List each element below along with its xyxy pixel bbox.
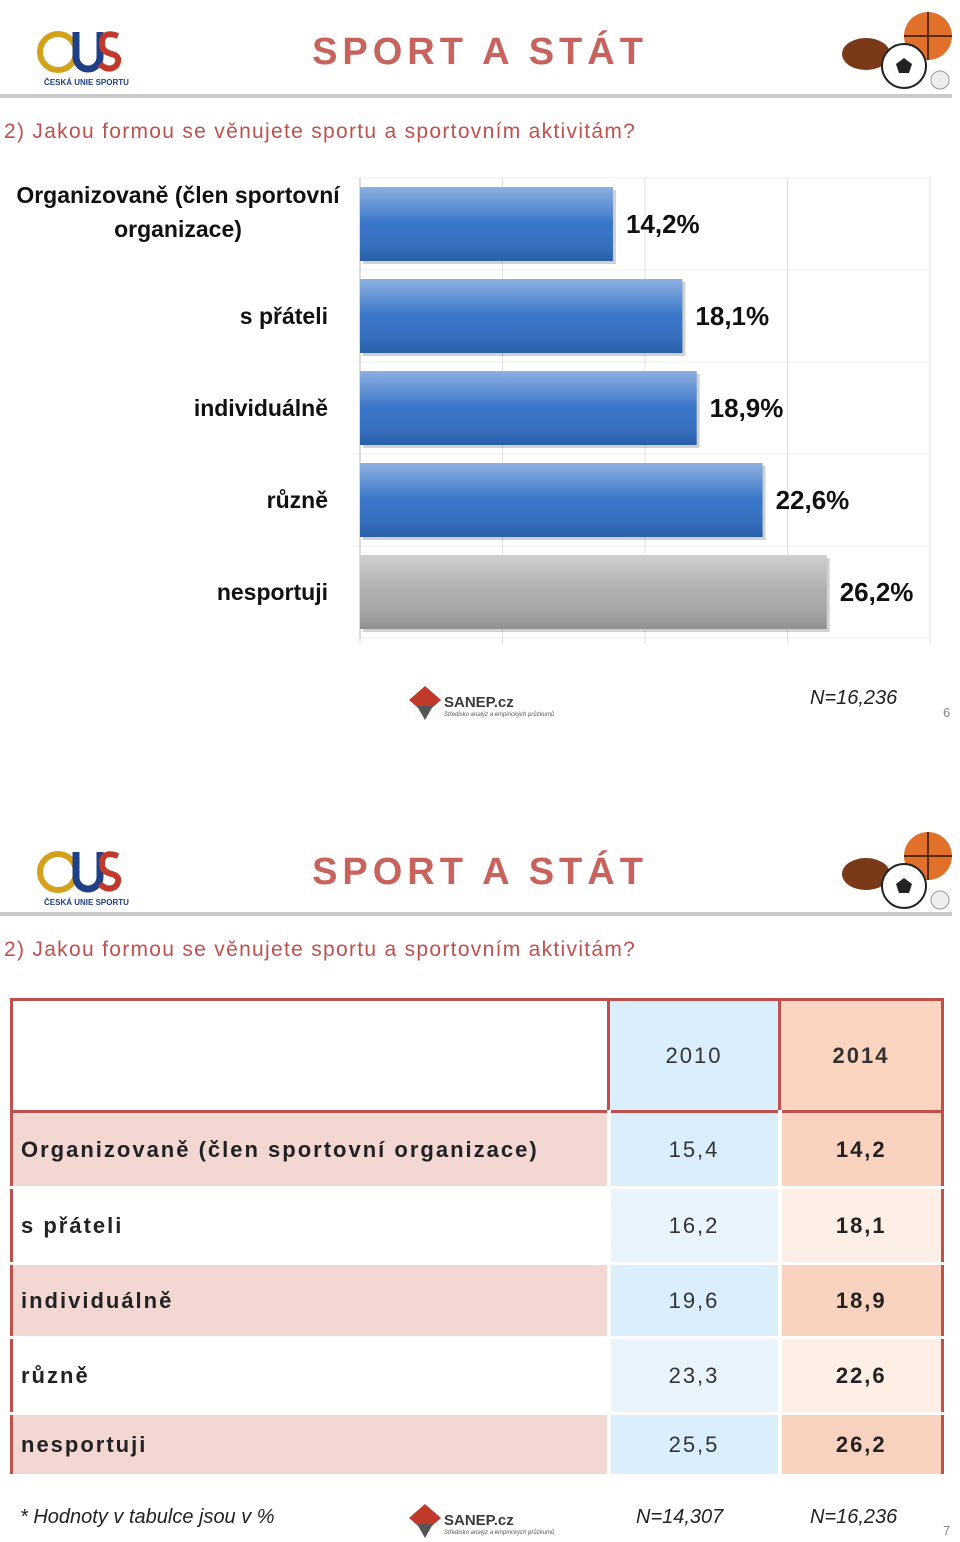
page-number: 6 (943, 705, 951, 720)
cell-2010: 19,6 (608, 1263, 782, 1339)
question: 2) Jakou formou se věnujete sportu a spo… (4, 938, 637, 961)
row-label: Organizovaně (člen sportovní organizace) (11, 1111, 611, 1189)
bar-sheen (360, 371, 697, 445)
sanep-name: SANEP.cz (444, 694, 514, 711)
value-label: 18,9% (710, 393, 784, 423)
category-label: nesportuji (216, 579, 328, 605)
cus-logo (37, 851, 122, 893)
table-row: s přáteli 16,2 18,1 (11, 1187, 943, 1265)
page-number: 7 (943, 1523, 951, 1538)
value-label: 26,2% (840, 577, 914, 607)
slide-title: SPORT A STÁT (312, 31, 648, 73)
bar-chart: 14,2% 18,1% 18,9% 22,6% 26,2% (354, 177, 931, 644)
header-rule (0, 94, 952, 98)
value-label: 18,1% (695, 301, 769, 331)
sample-size-2010: N=14,307 (636, 1506, 724, 1528)
table-row: Organizovaně (člen sportovní organizace)… (11, 1111, 943, 1189)
bar-sheen (360, 555, 827, 629)
sample-size: N=16,236 (810, 687, 898, 709)
logo-text: ČESKÁ UNIE SPORTU (44, 78, 129, 87)
value-label: 22,6% (776, 485, 850, 515)
corner-cell (11, 999, 610, 1112)
row-label: nesportuji (11, 1413, 611, 1477)
bar-sheen (360, 187, 613, 261)
row-label: různě (11, 1337, 611, 1415)
cell-2014: 22,6 (779, 1337, 943, 1415)
sanep-tagline: Středisko analýz a empirických průzkumů (444, 1530, 555, 1536)
question: 2) Jakou formou se věnujete sportu a spo… (4, 120, 637, 143)
table-row: nesportuji 25,5 26,2 (11, 1413, 943, 1477)
bar-sheen (360, 279, 683, 353)
sample-size-2014: N=16,236 (810, 1506, 898, 1528)
cell-2010: 16,2 (608, 1187, 782, 1265)
value-label: 14,2% (626, 209, 700, 239)
header-rule (0, 912, 952, 916)
table-row: různě 23,3 22,6 (11, 1337, 943, 1415)
cell-2010: 25,5 (608, 1413, 782, 1477)
table-row: individuálně 19,6 18,9 (11, 1263, 943, 1339)
category-label: individuálně (193, 395, 328, 421)
header-row: 2010 2014 (11, 999, 943, 1112)
logo-text: ČESKÁ UNIE SPORTU (44, 898, 129, 907)
slide-title: SPORT A STÁT (312, 851, 648, 893)
sanep-logo (409, 1504, 441, 1538)
cell-2010: 23,3 (608, 1337, 782, 1415)
row-label: individuálně (11, 1263, 611, 1339)
bar-sheen (360, 463, 763, 537)
category-label: Organizovaně (člen sportovní organizace) (16, 182, 340, 242)
table: 2010 2014 Organizovaně (člen sportovní o… (10, 998, 944, 1477)
slide: ČESKÁ UNIE SPORTU SPORT A STÁT 2) Jakou … (0, 820, 960, 1542)
cell-2014: 14,2 (779, 1111, 943, 1189)
sanep-tagline: Středisko analýz a empirických průzkumů (444, 712, 555, 718)
row-label: s přáteli (11, 1187, 611, 1265)
sports-icon (842, 832, 952, 910)
category-label: s přáteli (239, 303, 328, 329)
column-header: 2014 (779, 999, 943, 1112)
sanep-name: SANEP.cz (444, 1512, 514, 1529)
cell-2014: 18,9 (779, 1263, 943, 1339)
cell-2010: 15,4 (608, 1111, 782, 1189)
cell-2014: 26,2 (779, 1413, 943, 1477)
sanep-logo (409, 686, 441, 720)
cus-logo (37, 31, 122, 73)
category-label: různě (266, 487, 328, 513)
table-note: * Hodnoty v tabulce jsou v % (20, 1506, 275, 1528)
column-header: 2010 (608, 999, 781, 1112)
slide: ČESKÁ UNIE SPORTU SPORT A STÁT 2) Jakou … (0, 0, 960, 770)
cell-2014: 18,1 (779, 1187, 943, 1265)
sports-icon (842, 12, 952, 90)
